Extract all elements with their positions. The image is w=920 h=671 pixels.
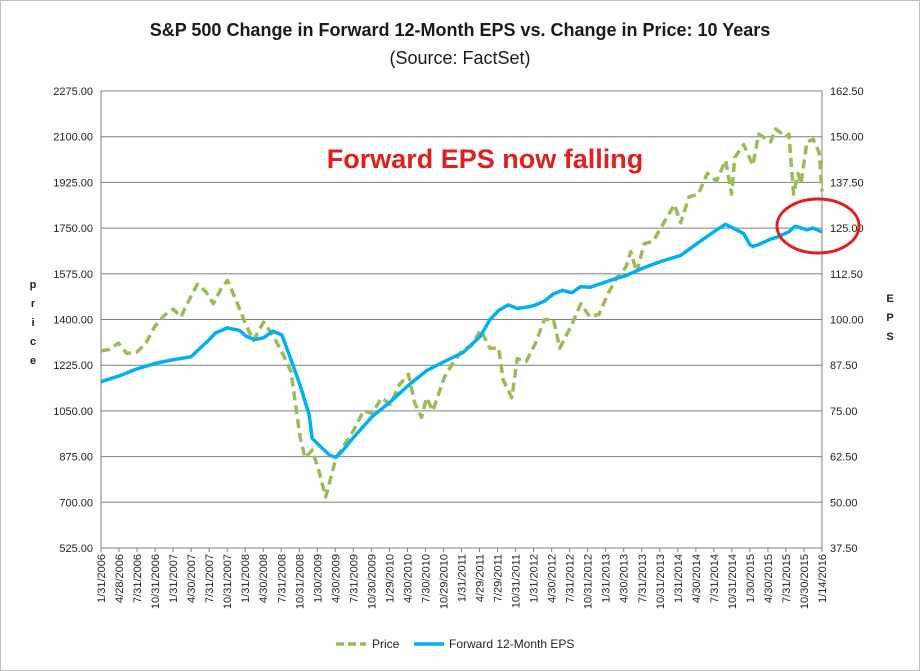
y-left-tick-label: 1400.00 — [53, 315, 93, 327]
x-tick-label: 7/29/2011 — [493, 554, 505, 602]
x-tick-label: 1/31/2006 — [96, 554, 108, 603]
x-tick-label: 1/14/2016 — [817, 554, 829, 603]
x-tick-label: 10/31/2008 — [294, 554, 306, 609]
y-right-tick-label: 75.00 — [830, 406, 858, 418]
x-tick-label: 7/31/2008 — [276, 554, 288, 603]
legend-label-eps: Forward 12-Month EPS — [449, 637, 574, 651]
x-tick-label: 7/31/2014 — [709, 554, 721, 603]
x-tick-label: 4/30/2012 — [547, 554, 559, 603]
y-left-tick-label: 525.00 — [59, 543, 93, 555]
y-right-axis-title-letter: E — [886, 293, 893, 305]
x-ticks: 1/31/2006 4/28/2006 7/31/2006 10/31/2006 1/3… — [96, 548, 829, 609]
x-tick-label: 4/29/2011 — [475, 554, 487, 602]
x-tick-label: 10/31/2014 — [727, 554, 739, 609]
x-tick-label: 10/30/2015 — [799, 554, 811, 609]
highlight-circle — [775, 197, 861, 255]
y-left-tick-label: 2100.00 — [53, 132, 93, 144]
y-left-axis-title-letter: c — [30, 336, 36, 348]
x-tick-label: 7/31/2006 — [132, 554, 144, 603]
y-right-tick-label: 112.50 — [830, 269, 863, 281]
x-tick-label: 4/30/2015 — [763, 554, 775, 603]
y-right-tick-label: 37.50 — [830, 543, 858, 555]
grid-lines — [100, 90, 823, 549]
x-tick-label: 10/29/2010 — [438, 554, 450, 609]
x-tick-label: 7/30/2010 — [420, 554, 432, 603]
x-tick-label: 4/30/2010 — [402, 554, 414, 603]
chart-title: S&P 500 Change in Forward 12-Month EPS v… — [149, 20, 771, 40]
y-left-tick-label: 1575.00 — [53, 269, 93, 281]
x-tick-label: 10/31/2007 — [222, 554, 234, 609]
x-tick-label: 7/31/2007 — [204, 554, 216, 603]
y-left-tick-label: 875.00 — [59, 452, 93, 464]
eps-series-line — [100, 222, 823, 460]
y-right-ticks: 37.50 50.00 62.50 75.00 87.50 100.00 112.50 125… — [830, 86, 864, 555]
x-tick-label: 10/31/2006 — [150, 554, 162, 609]
y-right-tick-label: 150.00 — [830, 132, 864, 144]
y-left-tick-label: 1225.00 — [53, 360, 93, 372]
x-tick-label: 10/31/2013 — [655, 554, 667, 609]
x-tick-label: 1/31/2012 — [529, 554, 541, 603]
y-right-tick-label: 87.50 — [830, 360, 858, 372]
legend-label-price: Price — [372, 637, 400, 651]
series-layer — [100, 127, 824, 499]
y-right-tick-label: 100.00 — [830, 315, 864, 327]
y-right-tick-label: 125.00 — [830, 223, 864, 235]
y-right-axis-title-letter: P — [886, 312, 893, 324]
x-tick-label: 4/30/2009 — [330, 554, 342, 603]
x-tick-label: 7/31/2009 — [348, 554, 360, 603]
x-tick-label: 1/31/2008 — [240, 554, 252, 603]
y-left-axis-title-letter: e — [30, 355, 36, 367]
x-tick-label: 1/30/2009 — [312, 554, 324, 603]
y-left-tick-label: 2275.00 — [53, 86, 93, 98]
x-tick-label: 7/31/2015 — [781, 554, 793, 603]
y-right-tick-label: 62.50 — [830, 452, 858, 464]
y-right-axis-title-letter: S — [886, 331, 893, 343]
x-tick-label: 1/31/2007 — [168, 554, 180, 603]
x-tick-label: 4/30/2014 — [691, 554, 703, 603]
x-tick-label: 7/31/2013 — [637, 554, 649, 603]
y-left-tick-label: 1050.00 — [53, 406, 93, 418]
chart-subtitle: (Source: FactSet) — [389, 48, 531, 68]
x-tick-label: 1/31/2014 — [673, 554, 685, 603]
annotation-text: Forward EPS now falling — [327, 144, 644, 174]
y-left-tick-label: 1925.00 — [53, 177, 93, 189]
x-tick-label: 4/30/2013 — [619, 554, 631, 603]
y-left-axis-title-letter: r — [31, 298, 36, 310]
price-series-line — [100, 127, 824, 499]
x-tick-label: 4/30/2008 — [258, 554, 270, 603]
x-tick-label: 1/29/2010 — [384, 554, 396, 603]
y-right-tick-label: 50.00 — [830, 497, 858, 509]
x-tick-label: 7/31/2012 — [565, 554, 577, 603]
x-tick-label: 10/31/2011 — [511, 554, 523, 608]
x-tick-label: 10/30/2009 — [366, 554, 378, 609]
x-tick-label: 1/31/2013 — [601, 554, 613, 603]
x-tick-label: 1/31/2011 — [457, 554, 469, 602]
y-right-tick-label: 137.50 — [830, 177, 864, 189]
x-tick-label: 4/30/2007 — [186, 554, 198, 603]
x-tick-label: 10/31/2012 — [583, 554, 595, 609]
legend: Price Forward 12-Month EPS — [336, 637, 574, 651]
y-left-ticks: 525.00 700.00 875.00 1050.00 1225.00 1400.00 1… — [53, 86, 93, 555]
y-left-axis-title-letter: p — [30, 279, 37, 291]
y-left-axis-title-letter: i — [31, 317, 34, 329]
y-left-tick-label: 1750.00 — [53, 223, 93, 235]
y-right-tick-label: 162.50 — [830, 86, 864, 98]
x-tick-label: 4/28/2006 — [114, 554, 126, 603]
x-tick-label: 1/30/2015 — [745, 554, 757, 603]
y-left-tick-label: 700.00 — [59, 497, 93, 509]
